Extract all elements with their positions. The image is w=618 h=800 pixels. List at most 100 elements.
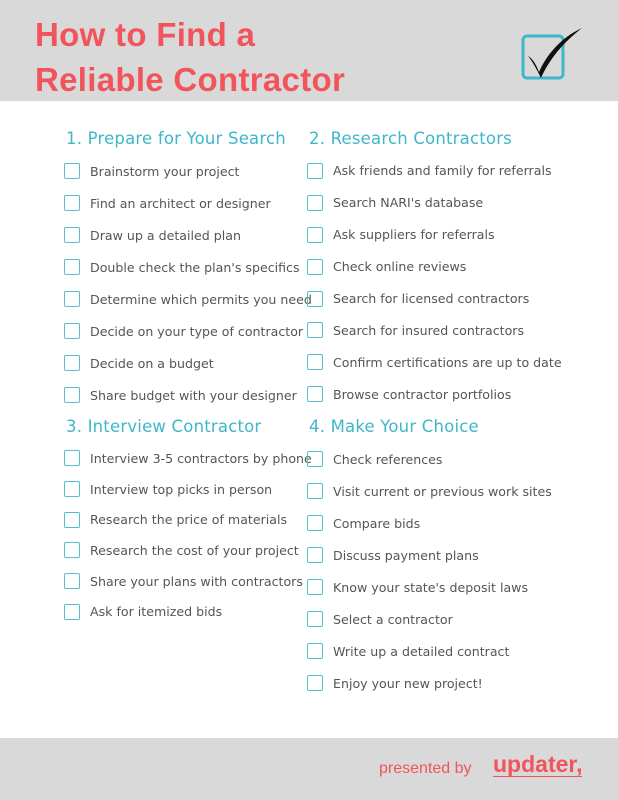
checkbox[interactable] — [64, 323, 80, 339]
checklist-item-label: Check online reviews — [333, 259, 467, 275]
checklist-item-label: Decide on a budget — [90, 355, 214, 371]
checklist-item-label: Ask friends and family for referrals — [333, 163, 552, 179]
section-1: 1. Prepare for Your Search Brainstorm you… — [64, 126, 312, 411]
checklist-item-label: Ask for itemized bids — [90, 604, 223, 620]
title-line-2: Reliable Contractor — [35, 61, 346, 98]
checklist-item[interactable]: Check references — [307, 443, 552, 475]
section-3: 3. Interview Contractor Interview 3-5 con… — [64, 414, 312, 627]
checklist-item[interactable]: Confirm certifications are up to date — [307, 346, 562, 378]
checklist-item[interactable]: Share your plans with contractors — [64, 566, 312, 597]
checklist-item[interactable]: Decide on your type of contractor — [64, 315, 312, 347]
checklist-item[interactable]: Enjoy your new project! — [307, 667, 552, 699]
checklist-item-label: Search NARI's database — [333, 195, 484, 211]
checklist-item-label: Share your plans with contractors — [90, 573, 303, 589]
checkbox[interactable] — [64, 227, 80, 243]
checklist-item[interactable]: Write up a detailed contract — [307, 635, 552, 667]
updater-logo: updater, — [493, 751, 583, 777]
checklist-item-label: Compare bids — [333, 515, 421, 531]
section-heading: 2. Research Contractors — [309, 129, 512, 148]
checkbox[interactable] — [64, 291, 80, 307]
page-title: How to Find a Reliable Contractor — [35, 12, 345, 102]
section-heading: 4. Make Your Choice — [309, 417, 479, 436]
checklist-item-label: Determine which permits you need — [90, 291, 312, 307]
footer-band: presented by updater, — [0, 738, 618, 800]
checklist-item-label: Share budget with your designer — [90, 387, 297, 403]
checkbox[interactable] — [307, 386, 323, 403]
checkbox[interactable] — [307, 290, 323, 307]
checkbox[interactable] — [307, 611, 323, 627]
checklist-item[interactable]: Interview 3-5 contractors by phone — [64, 443, 312, 474]
checklist-item-label: Write up a detailed contract — [333, 643, 510, 659]
checkbox[interactable] — [64, 481, 80, 498]
checklist-item-label: Research the price of materials — [90, 512, 288, 528]
checklist-item-label: Visit current or previous work sites — [333, 483, 552, 499]
presented-by-text: presented by — [379, 760, 472, 777]
checklist-item-label: Confirm certifications are up to date — [333, 354, 562, 370]
checklist-item[interactable]: Determine which permits you need — [64, 283, 312, 315]
checkbox[interactable] — [307, 547, 323, 563]
checklist-item[interactable]: Research the price of materials — [64, 504, 312, 535]
checklist-item[interactable]: Ask friends and family for referrals — [307, 155, 562, 187]
checkbox[interactable] — [307, 162, 323, 179]
checklist-item-label: Know your state's deposit laws — [333, 579, 529, 595]
checkbox[interactable] — [64, 573, 80, 590]
checklist-item-label: Draw up a detailed plan — [90, 227, 241, 243]
checkbox[interactable] — [307, 258, 323, 275]
checklist-item-label: Research the cost of your project — [90, 542, 299, 558]
checklist-item[interactable]: Browse contractor portfolios — [307, 378, 562, 410]
checkbox[interactable] — [307, 194, 323, 211]
section-4: 4. Make Your Choice Check references Visit… — [307, 414, 552, 699]
checkbox[interactable] — [307, 354, 323, 371]
checkbox[interactable] — [307, 515, 323, 531]
title-line-1: How to Find a — [35, 16, 256, 53]
checkbox[interactable] — [64, 542, 80, 559]
checklist-item-label: Check references — [333, 451, 443, 467]
checkbox[interactable] — [64, 511, 80, 528]
checklist-item[interactable]: Decide on a budget — [64, 347, 312, 379]
checklist-item-label: Brainstorm your project — [90, 163, 240, 179]
checklist-item[interactable]: Check online reviews — [307, 251, 562, 283]
checkbox[interactable] — [307, 643, 323, 659]
checkbox[interactable] — [64, 163, 80, 179]
checklist-item-label: Search for insured contractors — [333, 322, 525, 338]
checklist-item[interactable]: Find an architect or designer — [64, 187, 312, 219]
checkbox[interactable] — [307, 675, 323, 691]
checkbox[interactable] — [64, 387, 80, 403]
checklist-item[interactable]: Share budget with your designer — [64, 379, 312, 411]
checklist-item[interactable]: Search for licensed contractors — [307, 283, 562, 315]
checklist-item[interactable]: Brainstorm your project — [64, 155, 312, 187]
checklist-item[interactable]: Ask for itemized bids — [64, 596, 312, 627]
checklist-item-label: Browse contractor portfolios — [333, 386, 512, 402]
checkbox[interactable] — [64, 603, 80, 620]
checklist-item[interactable]: Draw up a detailed plan — [64, 219, 312, 251]
checklist-item[interactable]: Research the cost of your project — [64, 535, 312, 566]
checklist-item-label: Decide on your type of contractor — [90, 323, 304, 339]
checklist-item-label: Discuss payment plans — [333, 547, 479, 563]
checklist-item[interactable]: Double check the plan's specifics — [64, 251, 312, 283]
checkbox[interactable] — [307, 226, 323, 243]
checklist-item[interactable]: Ask suppliers for referrals — [307, 219, 562, 251]
section-heading: 1. Prepare for Your Search — [66, 129, 286, 148]
checklist-item[interactable]: Interview top picks in person — [64, 474, 312, 505]
header-band: How to Find a Reliable Contractor — [0, 0, 618, 101]
checklist-item[interactable]: Visit current or previous work sites — [307, 475, 552, 507]
checklist-item[interactable]: Search for insured contractors — [307, 314, 562, 346]
checkbox[interactable] — [307, 579, 323, 595]
checklist-item[interactable]: Search NARI's database — [307, 187, 562, 219]
checkbox[interactable] — [64, 259, 80, 275]
checkbox[interactable] — [64, 355, 80, 371]
checkbox[interactable] — [64, 450, 80, 467]
checklist-item-label: Double check the plan's specifics — [90, 259, 300, 275]
checklist-item-label: Search for licensed contractors — [333, 291, 530, 306]
section-heading: 3. Interview Contractor — [66, 417, 262, 436]
checklist-item[interactable]: Discuss payment plans — [307, 539, 552, 571]
checkbox[interactable] — [64, 195, 80, 211]
checklist-item-label: Select a contractor — [333, 611, 453, 627]
checklist-item[interactable]: Know your state's deposit laws — [307, 571, 552, 603]
checkbox[interactable] — [307, 483, 323, 499]
checkbox[interactable] — [307, 322, 323, 339]
checkmark-box-icon — [521, 28, 582, 80]
checkbox[interactable] — [307, 451, 323, 467]
checklist-item[interactable]: Select a contractor — [307, 603, 552, 635]
checklist-item[interactable]: Compare bids — [307, 507, 552, 539]
